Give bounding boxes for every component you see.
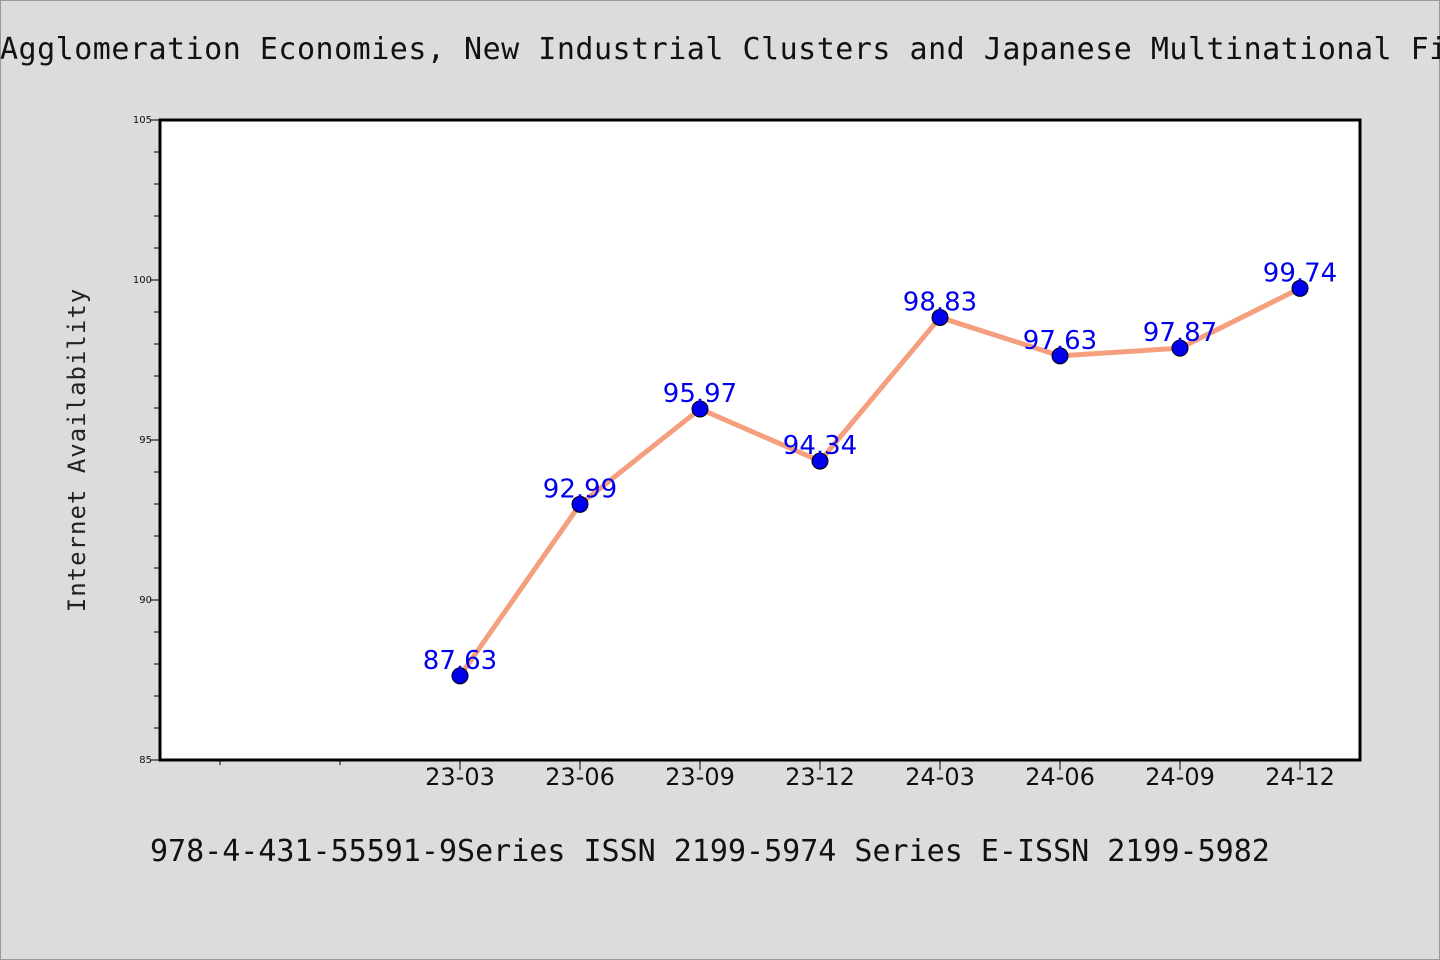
data-label: 98.83 [903,287,977,317]
x-tick-label: 24-06 [1025,763,1095,791]
data-point [571,495,589,513]
data-points [451,279,1309,685]
y-tick-label: 90 [139,595,152,606]
y-tick-label: 95 [139,435,152,446]
x-axis: 23-03 23-06 23-09 23-12 24-03 24-06 24-09 24-12 [425,760,1335,791]
footer-isbn-text: 978-4-431-55591-9Series ISSN 2199-5974 S… [150,834,1270,869]
y-tick-label: 85 [139,755,152,766]
data-label: 92.99 [543,474,617,504]
data-label: 87.63 [423,646,497,676]
data-label: 97.63 [1023,326,1097,356]
y-axis: 85 90 95 100 105 [133,115,160,766]
data-point [811,452,829,470]
data-point [1291,279,1309,297]
x-tick-label: 24-09 [1145,763,1215,791]
y-axis-label: Internet Availability [63,288,91,612]
x-tick-label: 24-03 [905,763,975,791]
data-point [1051,347,1069,365]
series-line [457,286,1302,678]
chart-title: Agglomeration Economies, New Industrial … [0,32,1440,67]
data-point [1171,339,1189,357]
data-label: 99.74 [1263,258,1337,288]
data-point [691,400,709,418]
plot-area [158,118,1362,762]
data-point [451,667,469,685]
x-tick-label: 23-12 [785,763,855,791]
y-tick-label: 100 [133,275,152,286]
data-label: 97.87 [1143,318,1217,348]
x-tick-label: 23-03 [425,763,495,791]
y-tick-label: 105 [133,115,152,126]
x-tick-label: 23-06 [545,763,615,791]
x-tick-label: 24-12 [1265,763,1335,791]
data-label: 94.34 [783,431,857,461]
data-label: 95.97 [663,379,737,409]
data-labels: 87.63 92.99 95.97 94.34 98.83 97.63 97.87 99.74 [423,258,1337,676]
data-point [931,308,949,326]
x-tick-label: 23-09 [665,763,735,791]
